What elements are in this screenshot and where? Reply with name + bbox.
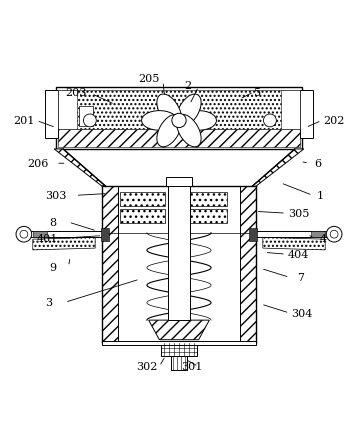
Text: 205: 205: [138, 74, 159, 84]
Text: 303: 303: [45, 191, 67, 201]
Polygon shape: [263, 238, 325, 250]
Ellipse shape: [157, 95, 182, 127]
Polygon shape: [252, 150, 304, 187]
Bar: [183, 209, 227, 224]
Ellipse shape: [181, 111, 217, 131]
Text: 5: 5: [254, 88, 261, 98]
Polygon shape: [54, 150, 106, 187]
Ellipse shape: [176, 95, 201, 127]
Text: 301: 301: [181, 362, 202, 372]
Bar: [171, 356, 187, 370]
Bar: [120, 192, 165, 207]
Bar: [300, 91, 313, 139]
Bar: [33, 232, 47, 237]
Circle shape: [16, 227, 32, 243]
Text: 6: 6: [315, 159, 321, 169]
Bar: [311, 232, 325, 237]
Bar: [58, 91, 77, 130]
Text: 404: 404: [288, 250, 309, 260]
Bar: [79, 107, 93, 127]
Circle shape: [172, 114, 186, 128]
Bar: [168, 180, 190, 321]
Text: 4: 4: [320, 233, 327, 244]
Bar: [45, 91, 58, 139]
Bar: [183, 192, 227, 207]
Circle shape: [83, 115, 96, 127]
Circle shape: [263, 115, 276, 127]
Text: 7: 7: [297, 273, 304, 283]
Bar: [101, 228, 110, 241]
Circle shape: [20, 231, 28, 239]
Bar: [120, 209, 165, 224]
Bar: [58, 91, 300, 130]
Text: 305: 305: [288, 208, 309, 219]
Bar: [240, 187, 256, 342]
Polygon shape: [149, 321, 209, 340]
Text: 9: 9: [49, 262, 56, 272]
Ellipse shape: [157, 115, 182, 148]
Ellipse shape: [141, 111, 177, 131]
Bar: [166, 178, 192, 187]
Text: 1: 1: [316, 191, 323, 201]
Text: 302: 302: [136, 362, 158, 372]
Bar: [102, 341, 256, 345]
Bar: [56, 87, 302, 150]
Text: 304: 304: [291, 308, 313, 318]
Text: 203: 203: [65, 88, 86, 98]
Text: 201: 201: [13, 116, 35, 126]
Text: 8: 8: [49, 218, 56, 228]
Text: 3: 3: [45, 298, 52, 307]
Text: 206: 206: [28, 159, 49, 169]
Text: 2: 2: [184, 81, 192, 91]
Bar: [58, 130, 300, 148]
Bar: [102, 187, 118, 342]
Bar: [248, 228, 257, 241]
Ellipse shape: [176, 115, 201, 148]
Circle shape: [326, 227, 342, 243]
Text: 401: 401: [37, 233, 58, 244]
Bar: [161, 343, 197, 356]
Text: 202: 202: [323, 116, 345, 126]
Circle shape: [330, 231, 338, 239]
Polygon shape: [33, 238, 95, 250]
Bar: [118, 187, 240, 342]
Bar: [281, 91, 300, 130]
